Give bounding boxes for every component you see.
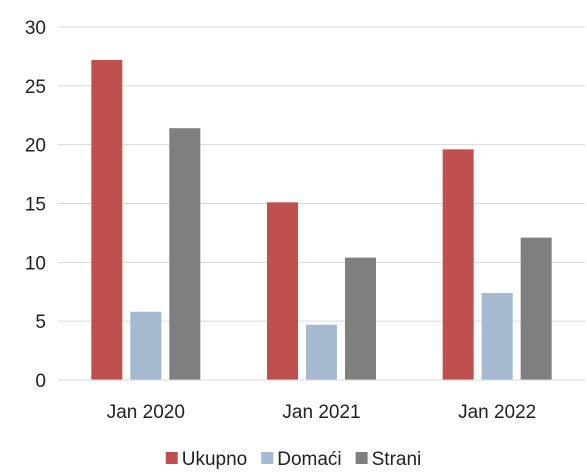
bar-strani-jan-2021: [345, 257, 376, 380]
y-tick-label: 10: [25, 253, 46, 274]
y-tick-label: 15: [25, 195, 46, 216]
legend-swatch: [165, 452, 178, 464]
legend-swatch: [355, 452, 368, 464]
bar-strani-jan-2022: [520, 237, 552, 380]
x-axis-ticks: Jan 2020 Jan 2021 Jan 2022: [107, 402, 537, 423]
bar-strani-jan-2020: [169, 128, 201, 380]
gridlines: [58, 26, 585, 322]
x-tick-label: Jan 2022: [458, 402, 536, 423]
legend-item-ukupno: Ukupno: [165, 449, 248, 470]
legend: Ukupno Domaći Strani: [165, 449, 422, 470]
x-tick-label: Jan 2021: [282, 402, 360, 423]
y-tick-label: 25: [25, 77, 46, 98]
legend-item-domaći: Domaći: [261, 449, 342, 470]
bar-domaći-jan-2022: [481, 292, 513, 380]
y-tick-label: 0: [35, 371, 46, 392]
bars: [91, 59, 552, 381]
y-tick-label: 30: [25, 18, 46, 39]
x-tick-label: Jan 2020: [107, 402, 185, 423]
y-tick-label: 5: [35, 312, 46, 333]
bar-ukupno-jan-2022: [442, 149, 474, 380]
legend-label: Strani: [372, 449, 422, 470]
bar-ukupno-jan-2021: [267, 202, 298, 380]
bar-ukupno-jan-2020: [91, 59, 123, 381]
y-axis-ticks: 0 5 10 15 20 25 30: [25, 18, 46, 392]
legend-label: Ukupno: [182, 449, 248, 470]
legend-swatch: [261, 452, 274, 464]
y-tick-label: 20: [25, 136, 46, 157]
bar-domaći-jan-2021: [306, 324, 337, 380]
legend-label: Domaći: [277, 449, 341, 470]
legend-item-strani: Strani: [355, 449, 422, 470]
bar-domaći-jan-2020: [130, 311, 162, 380]
